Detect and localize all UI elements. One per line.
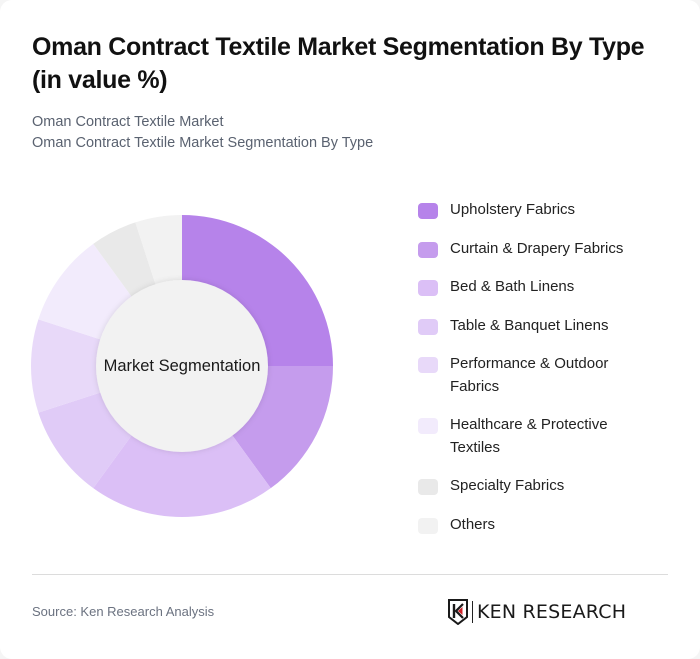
legend-swatch <box>418 241 438 258</box>
legend-item-upholstery-fabrics[interactable]: Upholstery Fabrics <box>418 199 668 222</box>
chart-title: Oman Contract Textile Market Segmentatio… <box>32 33 645 94</box>
donut-slice-table-banquet-linens[interactable] <box>38 391 133 489</box>
legend-swatch <box>418 203 438 219</box>
donut-slice-healthcare-protective-textiles[interactable] <box>38 243 133 341</box>
donut-slice-specialty-fabrics[interactable] <box>93 222 157 299</box>
legend-swatch <box>418 280 438 296</box>
donut-slice-bed-bath-linens[interactable] <box>93 433 271 517</box>
donut-chart-svg <box>31 215 333 517</box>
breadcrumb-segment: Oman Contract Textile Market Segmentatio… <box>32 135 374 151</box>
legend-item-others[interactable]: Others <box>418 514 668 537</box>
donut-slice-curtain-drapery-fabrics[interactable] <box>231 366 333 489</box>
logo-separator <box>472 601 473 623</box>
legend-swatch <box>418 357 438 373</box>
source-note: Source: Ken Research Analysis <box>32 604 215 619</box>
legend-item-curtain-drapery-fabrics[interactable]: Curtain & Drapery Fabrics <box>418 238 668 261</box>
donut-slices <box>31 215 333 517</box>
chart-legend: Upholstery Fabrics Curtain & Drapery Fab… <box>418 199 668 552</box>
footer-divider <box>32 574 668 575</box>
legend-swatch <box>418 418 438 434</box>
donut-chart: Market Segmentation <box>30 214 334 518</box>
legend-swatch <box>418 318 438 335</box>
donut-slice-upholstery-fabrics[interactable] <box>182 215 333 366</box>
donut-hole <box>96 280 268 452</box>
legend-label: Table & Banquet Linens <box>450 316 609 334</box>
donut-slice-performance-outdoor-fabrics[interactable] <box>31 319 103 413</box>
legend-label: Specialty Fabrics <box>450 477 565 494</box>
breadcrumb-market: Oman Contract Textile Market <box>32 114 224 130</box>
ken-research-logo[interactable]: KEN RESEARCH <box>448 599 626 625</box>
legend-label: Upholstery Fabrics <box>450 201 576 218</box>
legend-label: Others <box>450 515 496 533</box>
breadcrumb: Oman Contract Textile Market Oman Contra… <box>32 112 373 154</box>
legend-swatch <box>418 479 438 495</box>
legend-item-bed-bath-linens[interactable]: Bed & Bath Linens <box>418 276 668 299</box>
legend-label: Bed & Bath Linens <box>450 278 575 295</box>
logo-wordmark: KEN RESEARCH <box>477 601 627 623</box>
legend-item-table-banquet-linens[interactable]: Table & Banquet Linens <box>418 315 668 338</box>
ken-research-shield-icon <box>448 599 468 625</box>
legend-swatch <box>418 517 438 534</box>
donut-slice-others[interactable] <box>135 215 182 287</box>
legend-item-performance-outdoor-fabrics[interactable]: Performance & Outdoor Fabrics <box>418 353 668 398</box>
legend-label: Healthcare & Protective Textiles <box>450 416 608 456</box>
legend-label: Performance & Outdoor Fabrics <box>450 355 609 395</box>
legend-item-healthcare-protective-textiles[interactable]: Healthcare & Protective Textiles <box>418 414 668 459</box>
legend-label: Curtain & Drapery Fabrics <box>450 239 624 257</box>
legend-item-specialty-fabrics[interactable]: Specialty Fabrics <box>418 475 668 498</box>
